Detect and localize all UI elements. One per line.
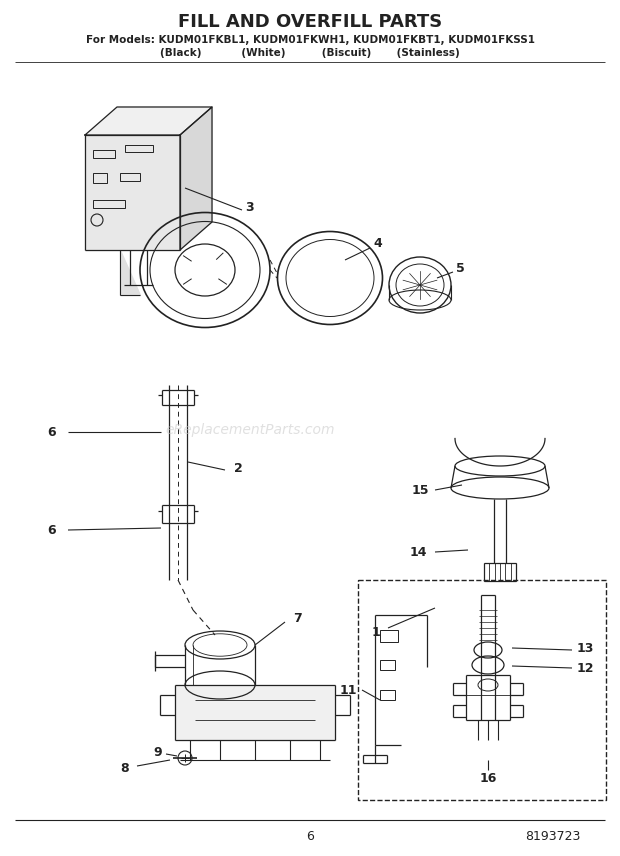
Text: 7: 7 xyxy=(293,611,301,625)
Text: eReplacementParts.com: eReplacementParts.com xyxy=(166,423,335,437)
Polygon shape xyxy=(85,135,180,250)
Text: 5: 5 xyxy=(456,261,464,275)
Polygon shape xyxy=(85,107,212,135)
Text: 16: 16 xyxy=(479,771,497,784)
Bar xyxy=(380,690,395,700)
Bar xyxy=(120,173,140,181)
Bar xyxy=(93,173,107,183)
Text: 11: 11 xyxy=(339,683,356,697)
Polygon shape xyxy=(180,107,212,250)
Text: 12: 12 xyxy=(576,662,594,675)
Text: 6: 6 xyxy=(48,524,56,537)
Bar xyxy=(93,150,115,158)
Text: 8: 8 xyxy=(121,762,130,775)
Text: 9: 9 xyxy=(154,746,162,758)
Text: (Black)           (White)          (Biscuit)       (Stainless): (Black) (White) (Biscuit) (Stainless) xyxy=(160,48,460,58)
Text: 6: 6 xyxy=(48,425,56,438)
Text: 8193723: 8193723 xyxy=(525,829,580,842)
Bar xyxy=(93,200,125,208)
Bar xyxy=(380,660,395,670)
Text: 15: 15 xyxy=(411,484,429,496)
Polygon shape xyxy=(120,250,140,295)
Text: 2: 2 xyxy=(234,461,242,474)
Polygon shape xyxy=(175,685,335,740)
Text: 14: 14 xyxy=(409,546,427,560)
Text: 6: 6 xyxy=(306,829,314,842)
Text: 4: 4 xyxy=(374,236,383,249)
Text: 3: 3 xyxy=(246,200,254,213)
Text: For Models: KUDM01FKBL1, KUDM01FKWH1, KUDM01FKBT1, KUDM01FKSS1: For Models: KUDM01FKBL1, KUDM01FKWH1, KU… xyxy=(86,35,534,45)
Text: FILL AND OVERFILL PARTS: FILL AND OVERFILL PARTS xyxy=(178,13,442,31)
Bar xyxy=(380,630,398,642)
Bar xyxy=(125,145,153,152)
Text: 1: 1 xyxy=(371,626,381,639)
Text: 13: 13 xyxy=(577,641,594,655)
Bar xyxy=(358,580,606,800)
